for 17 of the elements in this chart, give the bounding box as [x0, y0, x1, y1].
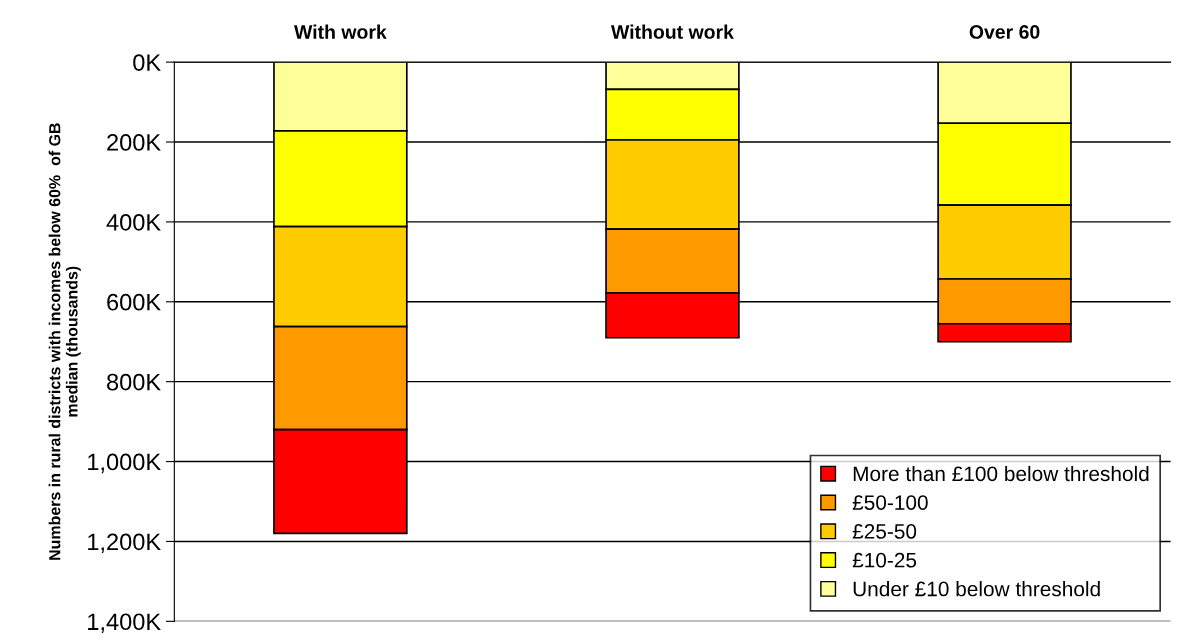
- y-axis-title: Numbers in rural districts with incomes below 60% of GB median (thousands): [48, 123, 81, 560]
- x-tick-label: With work: [294, 24, 387, 39]
- legend-label: Under £10 below threshold: [853, 581, 1100, 597]
- y-tick-label: 1,400K: [88, 613, 161, 633]
- y-tick-label: 0K: [133, 54, 161, 71]
- y-tick-label: 200K: [107, 134, 161, 151]
- y-tick-label: 800K: [107, 373, 161, 391]
- legend-label: £25-50: [852, 524, 917, 539]
- y-tick-label: 400K: [106, 213, 161, 231]
- legend-label: £50-100: [852, 495, 928, 510]
- legend-label: £10-25: [852, 552, 917, 568]
- y-tick-label: 1,200K: [88, 533, 161, 554]
- y-tick-label: 600K: [107, 293, 161, 311]
- x-tick-label: Over 60: [969, 25, 1040, 39]
- y-tick-label: 1,000K: [88, 453, 161, 474]
- x-tick-label: Without work: [611, 24, 734, 39]
- legend-label: More than £100 below threshold: [853, 465, 1149, 482]
